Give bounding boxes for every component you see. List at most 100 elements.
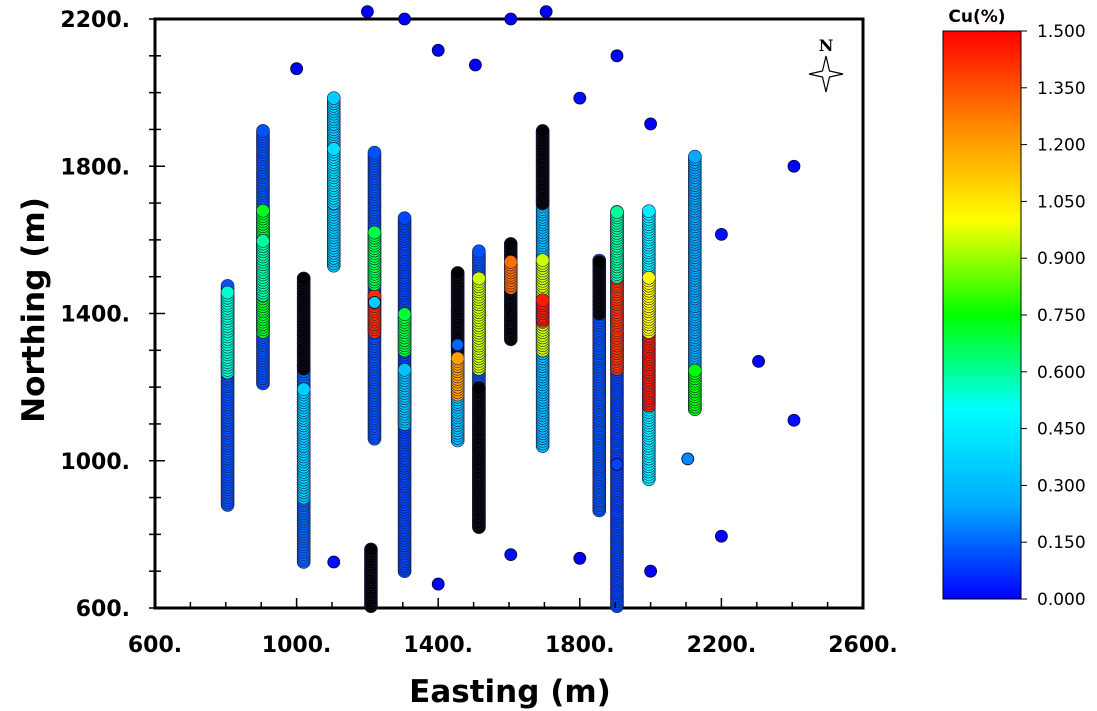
y-tick-label: 1800. <box>60 155 130 180</box>
x-tick-label: 2600. <box>828 633 898 658</box>
north-arrow-label: N <box>819 36 834 55</box>
drillhole-sample <box>397 211 412 225</box>
drillhole-sample <box>367 145 382 160</box>
drillhole-sample <box>535 253 550 267</box>
drillhole-sample <box>397 307 412 322</box>
drillhole-sample <box>472 244 486 259</box>
drillhole-sample <box>450 266 465 280</box>
colorbar-label: 0.000 <box>1037 590 1086 610</box>
data-point <box>573 91 587 105</box>
x-axis-title: Easting (m) <box>409 674 611 710</box>
drillhole <box>592 253 607 518</box>
colorbar-labels: 1.500 1.350 1.200 1.050 0.900 0.750 0.600 0.450… <box>1021 22 1086 610</box>
colorbar-gradient <box>942 30 1022 600</box>
y-tick-label: 1000. <box>60 450 130 475</box>
drillhole-sample <box>450 351 465 366</box>
x-tick-label: 600. <box>128 633 182 658</box>
drillhole-sample <box>688 363 702 378</box>
y-tick-label: 2200. <box>60 8 130 33</box>
data-point <box>504 548 518 562</box>
drillhole-sample <box>642 270 656 285</box>
drillhole-sample <box>256 234 270 248</box>
drillhole <box>220 279 235 512</box>
drillhole-sample <box>688 149 702 164</box>
drillhole <box>688 149 702 417</box>
drillhole-sample <box>220 285 235 300</box>
data-point <box>539 5 553 19</box>
drillhole-sample <box>256 203 270 218</box>
drillhole-sample <box>326 142 341 156</box>
drillhole <box>450 266 465 448</box>
drillhole-sample <box>503 255 518 269</box>
colorbar-label: 0.900 <box>1037 249 1086 269</box>
y-axis-title: Northing (m) <box>16 197 52 423</box>
colorbar-label: 0.600 <box>1037 363 1086 383</box>
drillhole-sample <box>367 225 382 240</box>
data-point <box>752 354 765 368</box>
data-point <box>398 12 411 26</box>
drillhole <box>472 244 486 534</box>
drillhole-layer <box>220 91 702 613</box>
drillhole-sample <box>610 205 624 220</box>
y-tick-labels: 600. 1000. 1400. 1800. 2200. <box>60 8 130 622</box>
data-point <box>610 458 624 471</box>
data-point <box>787 413 801 427</box>
x-tick-label: 1800. <box>545 633 615 658</box>
drillhole-sample <box>642 204 656 218</box>
data-point <box>715 227 728 241</box>
data-point <box>715 529 728 543</box>
drillhole-sample <box>472 271 486 286</box>
drillhole <box>610 205 624 613</box>
data-point <box>451 338 465 352</box>
y-tick-label: 1400. <box>60 303 130 328</box>
colorbar: Cu(%) 1.500 1.350 1.200 1.050 0.900 0.750 0.60… <box>942 7 1086 610</box>
north-arrow-icon <box>808 55 844 93</box>
colorbar-label: 1.200 <box>1037 136 1086 156</box>
drillhole-sample <box>364 542 378 557</box>
colorbar-label: 0.300 <box>1037 476 1086 496</box>
colorbar-label: 0.450 <box>1037 420 1086 440</box>
data-point <box>431 577 445 591</box>
data-point <box>327 555 341 569</box>
north-arrow: N <box>808 36 844 93</box>
colorbar-title: Cu(%) <box>948 7 1005 27</box>
drillhole-sample <box>472 381 486 395</box>
drillhole <box>503 237 518 347</box>
data-point <box>431 43 445 57</box>
drillhole-sample <box>296 271 311 286</box>
data-point <box>787 159 801 173</box>
colorbar-label: 0.750 <box>1037 306 1086 326</box>
colorbar-label: 1.350 <box>1037 79 1086 99</box>
data-point <box>504 12 518 26</box>
drillhole-sample <box>397 363 412 377</box>
point-layer <box>290 5 801 591</box>
drillhole-sample <box>326 91 341 105</box>
data-point <box>681 452 695 466</box>
drillhole-sample <box>535 124 550 138</box>
drillhole <box>364 542 378 613</box>
drillhole <box>367 145 382 446</box>
drillhole <box>296 271 311 569</box>
data-point <box>644 564 657 578</box>
tick-layer <box>149 18 864 609</box>
drillhole-sample <box>592 255 607 269</box>
colorbar-label: 1.500 <box>1037 22 1086 42</box>
data-point <box>573 551 587 565</box>
drillhole <box>642 204 656 486</box>
x-tick-label: 1000. <box>262 633 332 658</box>
drillhole <box>326 91 341 273</box>
x-tick-label: 1400. <box>403 633 473 658</box>
x-tick-label: 2200. <box>687 633 757 658</box>
drillhole-sample <box>256 124 270 138</box>
data-point <box>368 296 381 309</box>
colorbar-label: 1.050 <box>1037 192 1086 212</box>
x-tick-labels: 600. 1000. 1400. 1800. 2200. 2600. <box>128 633 898 658</box>
colorbar-label: 0.150 <box>1037 533 1086 553</box>
drillhole-sample <box>503 237 518 251</box>
data-point <box>610 49 624 63</box>
drillhole-sample <box>296 382 311 397</box>
data-point <box>360 5 374 19</box>
drillhole <box>256 124 270 391</box>
data-point <box>644 117 657 131</box>
